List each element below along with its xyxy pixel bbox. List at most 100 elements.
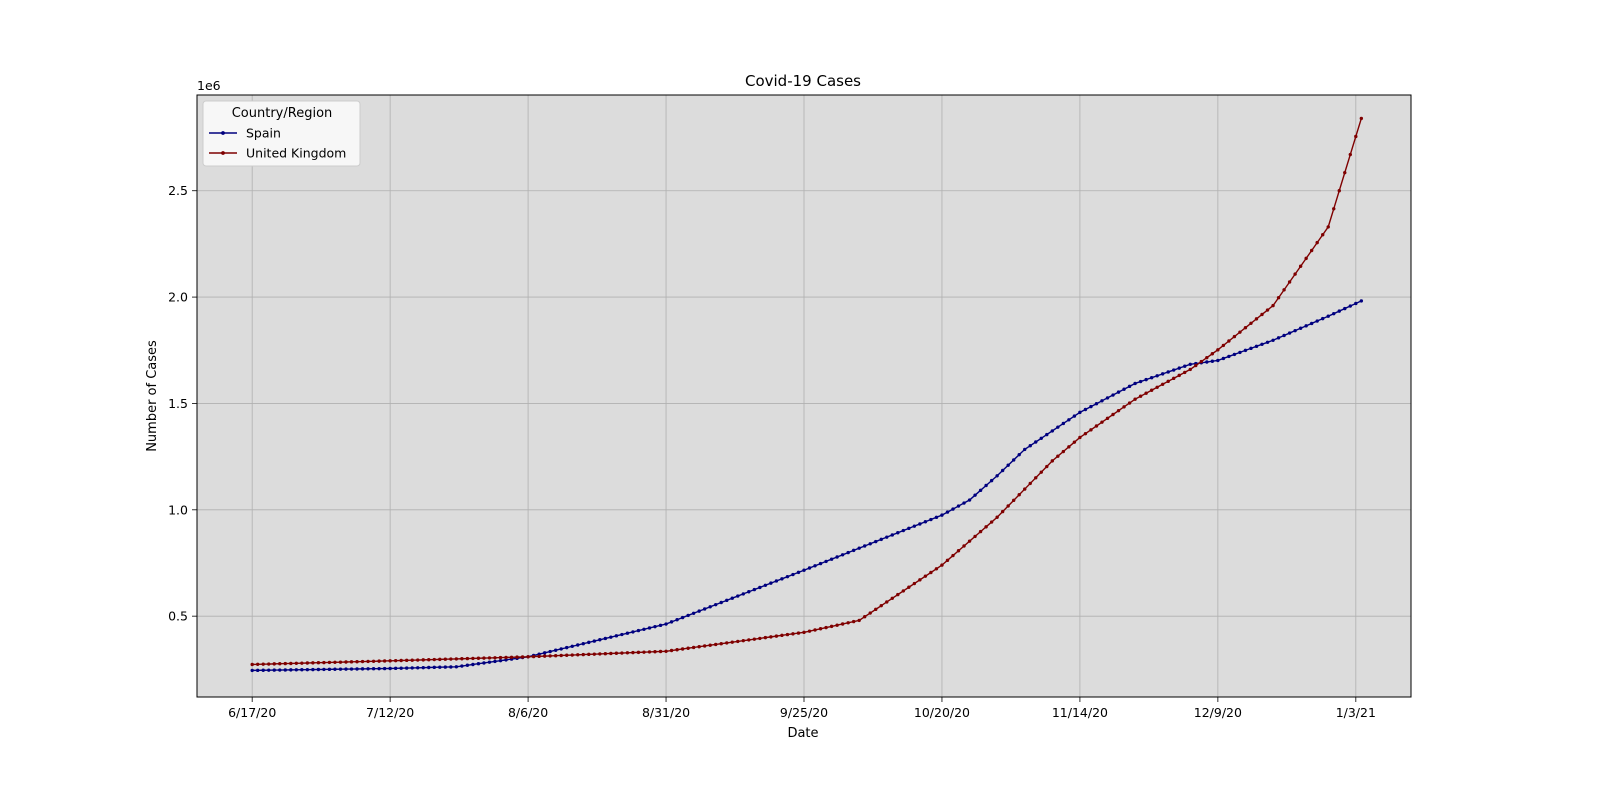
x-tick-label: 8/31/20 xyxy=(642,705,690,720)
data-point xyxy=(758,636,762,641)
data-point xyxy=(962,544,966,548)
data-point xyxy=(1315,240,1319,245)
data-point xyxy=(1050,429,1055,433)
data-point xyxy=(1028,481,1032,486)
data-point xyxy=(835,555,839,559)
data-point xyxy=(956,504,961,508)
data-point xyxy=(1011,498,1016,503)
data-point xyxy=(829,557,834,561)
data-point xyxy=(1183,364,1187,368)
data-point xyxy=(741,592,745,596)
data-point xyxy=(907,585,911,589)
data-point xyxy=(708,643,712,647)
data-point xyxy=(366,667,370,671)
data-point xyxy=(752,587,757,592)
data-point xyxy=(1282,333,1286,338)
data-point xyxy=(1249,321,1253,325)
data-point xyxy=(1298,326,1303,330)
data-point xyxy=(1089,404,1093,409)
data-point xyxy=(934,515,939,520)
data-point xyxy=(747,638,751,642)
data-point xyxy=(1116,408,1121,413)
data-point xyxy=(1056,454,1060,458)
data-point xyxy=(879,603,883,608)
legend-swatch-marker xyxy=(221,131,225,135)
data-point xyxy=(769,581,773,585)
data-point xyxy=(294,668,299,672)
data-point xyxy=(465,656,470,661)
data-point xyxy=(267,662,271,666)
data-point xyxy=(747,590,751,594)
data-point xyxy=(360,659,365,664)
data-point xyxy=(1111,412,1115,417)
data-point xyxy=(432,657,436,662)
data-point xyxy=(813,628,817,632)
series-spain xyxy=(250,299,1364,673)
data-point xyxy=(1149,376,1154,380)
data-point xyxy=(421,658,425,662)
y-tick-label: 2.0 xyxy=(168,290,188,305)
data-point xyxy=(1039,436,1043,440)
data-point xyxy=(300,668,304,672)
data-point xyxy=(857,618,861,623)
data-point xyxy=(250,662,254,667)
data-point xyxy=(714,642,718,647)
data-point xyxy=(410,666,414,670)
data-point xyxy=(272,668,276,672)
data-point xyxy=(686,613,690,618)
data-point xyxy=(1006,463,1010,467)
data-point xyxy=(664,649,668,653)
data-point xyxy=(1232,352,1237,357)
data-point xyxy=(1210,352,1215,356)
data-point xyxy=(901,528,906,533)
data-point xyxy=(945,558,950,563)
data-point xyxy=(912,524,917,528)
data-point xyxy=(333,660,337,664)
data-point xyxy=(283,668,287,672)
data-point xyxy=(642,650,646,654)
data-point xyxy=(940,563,944,567)
data-point xyxy=(697,645,701,649)
data-point xyxy=(1337,309,1341,313)
x-tick-label: 11/14/20 xyxy=(1052,705,1108,720)
data-point xyxy=(1348,304,1353,308)
data-point xyxy=(482,656,486,660)
data-point xyxy=(548,649,552,654)
data-point xyxy=(719,641,723,646)
data-point xyxy=(1078,410,1082,415)
data-point xyxy=(382,666,387,671)
data-point xyxy=(272,662,276,666)
data-point xyxy=(349,660,354,664)
data-point xyxy=(305,667,310,672)
data-point xyxy=(1083,431,1088,436)
data-point xyxy=(250,668,254,673)
data-point xyxy=(1309,321,1314,326)
data-point xyxy=(1326,225,1330,229)
data-point xyxy=(404,666,409,670)
data-point xyxy=(344,660,348,664)
data-point xyxy=(1205,355,1209,360)
data-point xyxy=(818,561,823,566)
data-point xyxy=(1304,256,1308,261)
data-point xyxy=(978,529,983,534)
data-point xyxy=(840,553,845,557)
data-point xyxy=(427,658,431,662)
data-point xyxy=(1265,308,1270,312)
data-point xyxy=(1144,377,1148,382)
y-tick-label: 1.5 xyxy=(168,396,188,411)
data-point xyxy=(1271,338,1275,342)
data-point xyxy=(978,488,983,493)
data-point xyxy=(576,643,580,647)
data-point xyxy=(896,592,900,597)
data-point xyxy=(967,539,972,543)
data-point xyxy=(289,668,293,672)
data-point xyxy=(537,654,541,659)
data-point xyxy=(416,666,420,670)
data-point xyxy=(1034,476,1038,480)
data-point xyxy=(791,572,795,577)
data-point xyxy=(1045,464,1049,469)
data-point xyxy=(702,607,707,611)
data-point xyxy=(603,636,608,641)
data-point xyxy=(1332,207,1336,211)
